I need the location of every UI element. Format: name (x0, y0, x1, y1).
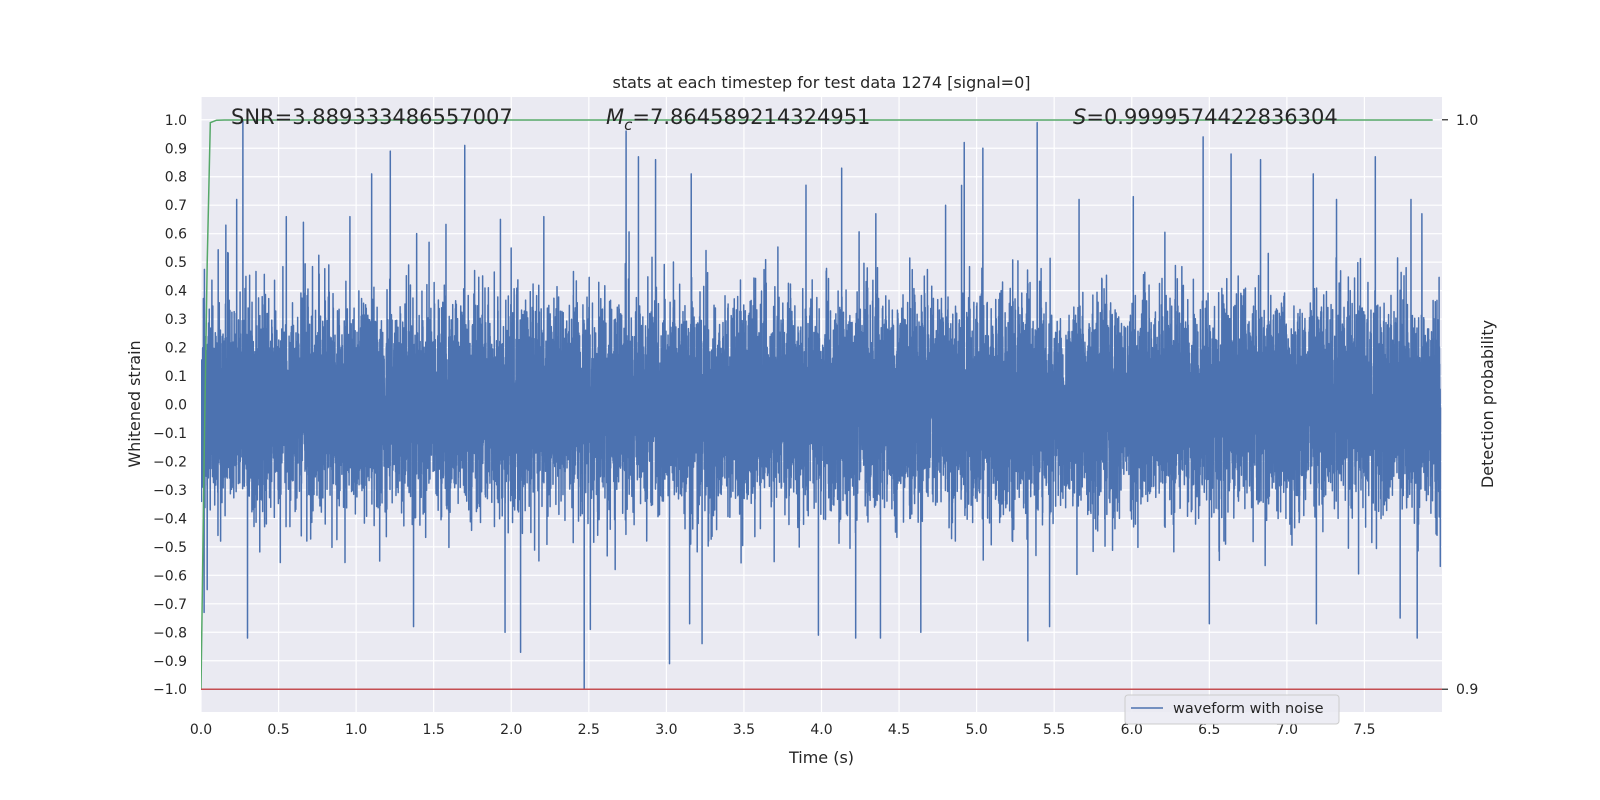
x-tick-label: 1.5 (423, 722, 445, 738)
plot-area (201, 119, 1442, 690)
y-tick-label: 1.0 (165, 113, 187, 129)
snr-annotation: SNR=3.889333486557007 (231, 105, 513, 129)
y-tick-label: −0.4 (153, 511, 187, 527)
y-tick-label: 0.5 (165, 255, 187, 271)
x-axis: 0.0 0.5 1.0 1.5 2.0 2.5 3.0 3.5 4.0 4.5 5.0 5.5 6.0 6… (190, 722, 1376, 738)
x-tick-label: 2.5 (578, 722, 600, 738)
y-tick-label: −0.1 (153, 426, 187, 442)
y-tick-label: −0.3 (153, 483, 187, 499)
y-tick-label: 0.7 (165, 198, 187, 214)
y-tick-label: −0.5 (153, 540, 187, 556)
y-tick-label: −0.6 (153, 568, 187, 584)
x-tick-label: 6.0 (1121, 722, 1143, 738)
x-tick-label: 3.0 (655, 722, 677, 738)
y-tick-label: −0.7 (153, 597, 187, 613)
x-tick-label: 5.0 (965, 722, 987, 738)
legend: waveform with noise (1124, 694, 1340, 725)
s-symbol: S (1073, 105, 1086, 129)
legend-entry-waveform-with-noise: waveform with noise (1173, 701, 1324, 717)
y2-axis-label: Detection probability (1478, 320, 1497, 488)
y-tick-label: −0.8 (153, 625, 187, 641)
chirp-mass-subscript: c (624, 116, 633, 134)
x-tick-label: 7.0 (1276, 722, 1298, 738)
series-line-detection-probability (201, 119, 1433, 690)
x-tick-label: 0.0 (190, 722, 212, 738)
x-tick-label: 4.5 (888, 722, 910, 738)
y-tick-label: −0.2 (153, 454, 187, 470)
chirp-mass-value: =7.864589214324951 (632, 105, 870, 129)
s-annotation: S=0.9999574422836304 (1073, 105, 1338, 129)
x-tick-label: 7.5 (1353, 722, 1375, 738)
y2-tick-label: 1.0 (1456, 113, 1478, 129)
y2-axis: 1.0 0.9 (1442, 113, 1478, 698)
y-tick-label: −0.9 (153, 654, 187, 670)
x-tick-label: 3.5 (733, 722, 755, 738)
y-tick-label: 0.1 (165, 369, 187, 385)
chirp-mass-symbol: M (606, 105, 624, 129)
y-axis: 1.0 0.9 0.8 0.7 0.6 0.5 0.4 0.3 0.2 0.1 0.0 −0.1 −0.… (153, 113, 187, 698)
y-tick-label: −1.0 (153, 682, 187, 698)
x-tick-label: 6.5 (1198, 722, 1220, 738)
y-tick-label: 0.0 (165, 398, 187, 414)
x-axis-label: Time (s) (788, 748, 854, 767)
y-tick-label: 0.4 (165, 284, 187, 300)
x-tick-label: 5.5 (1043, 722, 1065, 738)
chart-title: stats at each timestep for test data 127… (612, 73, 1030, 92)
x-tick-label: 4.0 (810, 722, 832, 738)
y2-tick-label: 0.9 (1456, 682, 1478, 698)
y-tick-label: 0.6 (165, 227, 187, 243)
s-value: =0.9999574422836304 (1086, 105, 1337, 129)
legend-box (1124, 694, 1340, 725)
x-tick-label: 2.0 (500, 722, 522, 738)
y-tick-label: 0.8 (165, 170, 187, 186)
y-tick-label: 0.2 (165, 341, 187, 357)
y-tick-label: 0.9 (165, 141, 187, 157)
series-line-waveform-with-noise (201, 119, 1442, 690)
x-tick-label: 0.5 (267, 722, 289, 738)
y-tick-label: 0.3 (165, 312, 187, 328)
y-axis-label: Whitened strain (125, 340, 144, 467)
x-tick-label: 1.0 (345, 722, 367, 738)
chirp-mass-annotation: Mc=7.864589214324951 (606, 105, 870, 134)
